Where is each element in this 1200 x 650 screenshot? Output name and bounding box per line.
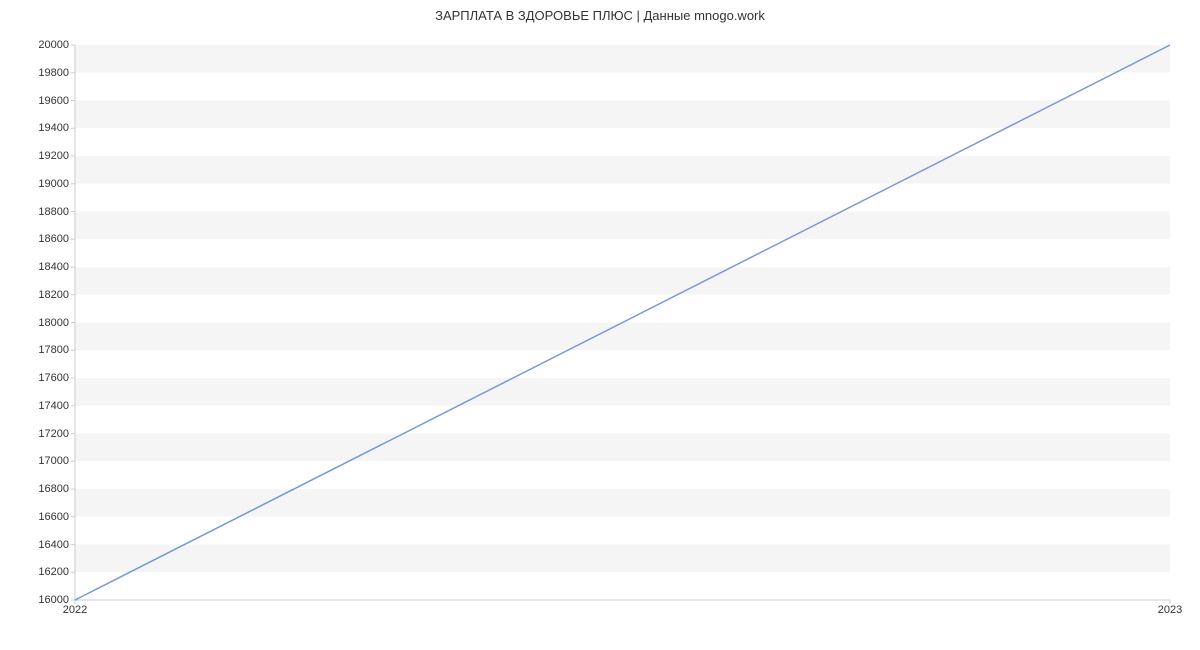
y-tick-label: 18800 [38, 206, 75, 218]
y-tick-label: 18000 [38, 317, 75, 329]
y-tick-label: 16200 [38, 566, 75, 578]
y-tick-label: 17400 [38, 400, 75, 412]
x-tick-label: 2023 [1158, 600, 1182, 616]
y-tick-label: 18400 [38, 261, 75, 273]
y-tick-label: 17200 [38, 428, 75, 440]
y-tick-label: 19400 [38, 122, 75, 134]
x-tick-label: 2022 [63, 600, 87, 616]
y-tick-label: 19800 [38, 67, 75, 79]
y-tick-label: 19200 [38, 150, 75, 162]
chart-title: ЗАРПЛАТА В ЗДОРОВЬЕ ПЛЮС | Данные mnogo.… [0, 8, 1200, 23]
y-tick-label: 16400 [38, 539, 75, 551]
y-tick-label: 17600 [38, 372, 75, 384]
y-tick-label: 16600 [38, 511, 75, 523]
y-tick-label: 16800 [38, 483, 75, 495]
plot-svg [75, 45, 1170, 600]
y-tick-label: 17800 [38, 344, 75, 356]
chart-container: ЗАРПЛАТА В ЗДОРОВЬЕ ПЛЮС | Данные mnogo.… [0, 0, 1200, 650]
y-tick-label: 17000 [38, 455, 75, 467]
y-tick-label: 20000 [38, 39, 75, 51]
y-tick-label: 19600 [38, 95, 75, 107]
y-tick-label: 18600 [38, 233, 75, 245]
y-tick-label: 19000 [38, 178, 75, 190]
plot-area: 1600016200164001660016800170001720017400… [75, 45, 1170, 600]
y-tick-label: 18200 [38, 289, 75, 301]
